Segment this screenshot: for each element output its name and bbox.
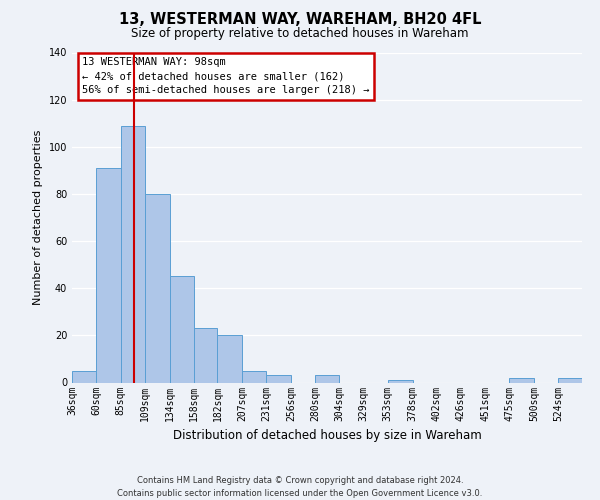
Bar bbox=[217, 336, 242, 382]
Bar bbox=[558, 378, 582, 382]
Bar bbox=[509, 378, 534, 382]
Bar bbox=[145, 194, 170, 382]
Bar bbox=[315, 376, 339, 382]
Text: 13, WESTERMAN WAY, WAREHAM, BH20 4FL: 13, WESTERMAN WAY, WAREHAM, BH20 4FL bbox=[119, 12, 481, 28]
Bar bbox=[72, 370, 96, 382]
Bar bbox=[170, 276, 194, 382]
Text: Size of property relative to detached houses in Wareham: Size of property relative to detached ho… bbox=[131, 28, 469, 40]
Y-axis label: Number of detached properties: Number of detached properties bbox=[33, 130, 43, 305]
Bar bbox=[388, 380, 413, 382]
Bar bbox=[266, 376, 291, 382]
Bar bbox=[96, 168, 121, 382]
Bar bbox=[242, 370, 266, 382]
Bar bbox=[194, 328, 217, 382]
Text: Contains HM Land Registry data © Crown copyright and database right 2024.
Contai: Contains HM Land Registry data © Crown c… bbox=[118, 476, 482, 498]
X-axis label: Distribution of detached houses by size in Wareham: Distribution of detached houses by size … bbox=[173, 429, 481, 442]
Text: 13 WESTERMAN WAY: 98sqm
← 42% of detached houses are smaller (162)
56% of semi-d: 13 WESTERMAN WAY: 98sqm ← 42% of detache… bbox=[82, 58, 370, 96]
Bar bbox=[121, 126, 145, 382]
